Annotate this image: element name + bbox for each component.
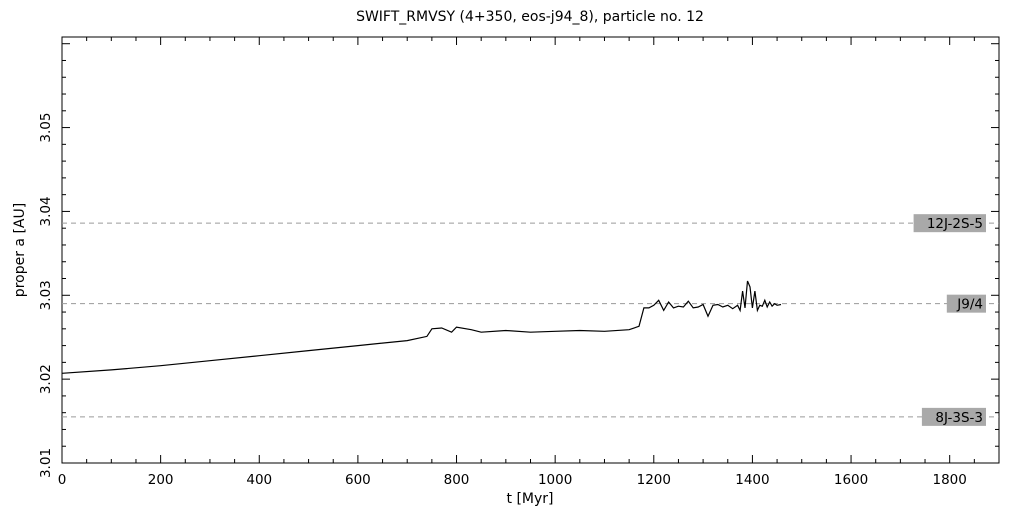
plot-frame	[61, 36, 1000, 464]
resonance-labels: 12J-2S-5 J9/4 8J-3S-3	[913, 214, 986, 426]
x-tick-labels: 0 200 400 600 800 1000 1200 1400 1600 1800	[58, 472, 967, 488]
x-axis-label: t [Myr]	[507, 491, 554, 507]
resonance-label-box	[913, 214, 986, 233]
resonance-label: 8J-3S-3	[921, 407, 986, 426]
x-tick-label: 0	[58, 472, 67, 488]
x-tick-label: 1200	[637, 472, 671, 488]
resonance-label-box	[946, 294, 986, 313]
x-tick-label: 800	[444, 472, 470, 488]
x-tick-label: 600	[345, 472, 371, 488]
resonance-label-box	[921, 407, 986, 426]
y-tick-label: 3.05	[38, 113, 54, 143]
y-tick-label: 3.04	[38, 196, 54, 226]
x-tick-label: 1800	[933, 472, 967, 488]
resonance-label-text: 12J-2S-5	[927, 216, 983, 232]
x-tick-label: 1000	[538, 472, 572, 488]
y-tick-label: 3.01	[38, 448, 54, 478]
resonance-label: 12J-2S-5	[913, 214, 986, 233]
chart-title: SWIFT_RMVSY (4+350, eos-j94_8), particle…	[356, 9, 704, 25]
y-tick-label: 3.02	[38, 364, 54, 394]
y-tick-labels: 3.01 3.02 3.03 3.04 3.05	[38, 113, 54, 478]
x-tick-label: 400	[246, 472, 272, 488]
resonance-label-text: J9/4	[956, 297, 983, 313]
resonance-lines	[62, 222, 999, 418]
x-tick-label: 200	[148, 472, 174, 488]
y-tick-label: 3.03	[38, 280, 54, 310]
series-line-proper-a	[61, 280, 782, 374]
x-tick-label: 1600	[834, 472, 868, 488]
y-axis-label: proper a [AU]	[12, 203, 28, 297]
axis-ticks	[61, 37, 1000, 464]
resonance-label: J9/4	[946, 294, 986, 313]
x-tick-label: 1400	[735, 472, 769, 488]
resonance-label-text: 8J-3S-3	[935, 410, 983, 426]
